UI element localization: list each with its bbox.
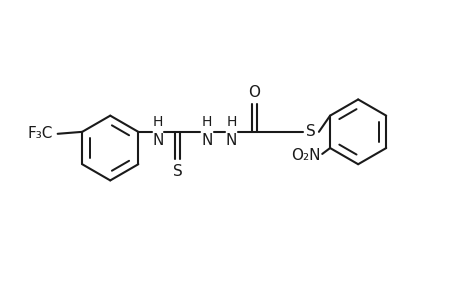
Text: H: H bbox=[202, 115, 212, 129]
Text: O: O bbox=[247, 85, 259, 100]
Text: F₃C: F₃C bbox=[28, 126, 53, 141]
Text: H: H bbox=[226, 115, 236, 129]
Text: S: S bbox=[172, 164, 182, 179]
Text: S: S bbox=[306, 124, 315, 139]
Text: H: H bbox=[153, 115, 163, 129]
Text: N: N bbox=[152, 133, 163, 148]
Text: N: N bbox=[201, 133, 212, 148]
Text: O₂N: O₂N bbox=[290, 148, 319, 164]
Text: N: N bbox=[225, 133, 236, 148]
